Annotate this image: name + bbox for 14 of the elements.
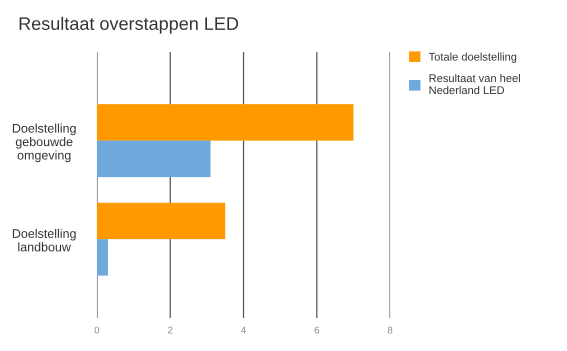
legend-label: Totale doelstelling [428,52,516,63]
x-tick-label: 4 [241,326,246,334]
legend-label: Resultaat van heel Nederland LED [430,74,520,94]
y-tick-label: Doelstelling gebouwde omgeving [12,124,76,162]
bar [96,140,211,178]
bar [96,104,354,141]
x-tick-label: 8 [388,326,392,334]
x-tick-label: 2 [168,326,172,334]
bar [96,202,226,240]
x-tick-label: 0 [94,326,100,334]
y-tick-label: Doelstelling landbouw [12,228,76,252]
chart-title: Resultaat overstappen LED [20,16,238,34]
bar [96,239,108,276]
x-tick-label: 6 [314,326,320,334]
